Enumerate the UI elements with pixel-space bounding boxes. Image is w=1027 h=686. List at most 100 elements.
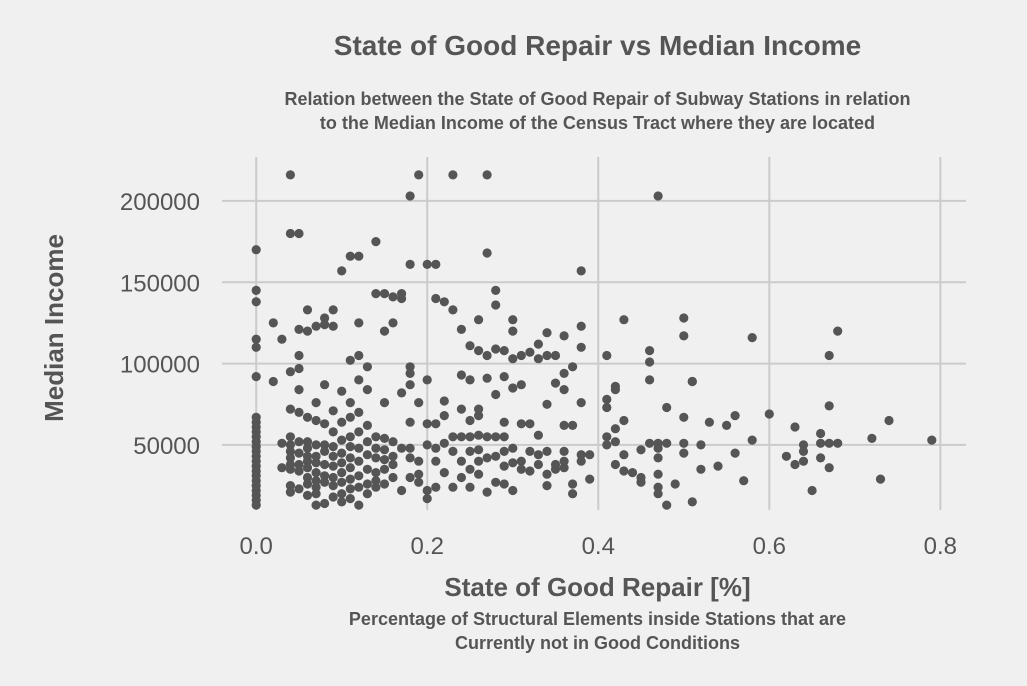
data-point (679, 448, 689, 458)
data-point (833, 438, 843, 448)
data-point (302, 305, 313, 315)
data-point (251, 285, 261, 295)
data-point (525, 446, 535, 456)
data-point (499, 417, 509, 427)
x-axis-sublabel: Percentage of Structural Elements inside… (0, 607, 1027, 655)
data-point (508, 485, 518, 496)
y-axis-label: Median Income (39, 234, 69, 422)
data-point (422, 494, 432, 504)
data-point (653, 453, 663, 463)
x-tick-label: 0.0 (240, 533, 273, 560)
data-point (302, 479, 313, 489)
data-point (456, 432, 466, 442)
data-point (285, 453, 295, 463)
data-point (542, 328, 552, 338)
data-point (251, 297, 261, 307)
data-point (696, 464, 706, 474)
data-point (294, 363, 304, 374)
data-point (422, 440, 432, 450)
data-point (268, 318, 278, 328)
data-point (679, 438, 689, 448)
data-point (328, 492, 338, 502)
data-point (499, 461, 509, 471)
data-point (474, 346, 484, 356)
data-point (354, 318, 364, 328)
data-point (491, 389, 501, 400)
data-point (405, 368, 415, 378)
y-tick-labels: 50000 100000 150000 200000 (120, 189, 200, 460)
data-point (354, 482, 364, 492)
data-point (559, 463, 569, 473)
data-point (550, 350, 561, 361)
data-point (499, 479, 509, 489)
data-point (448, 446, 458, 456)
data-point (559, 456, 569, 466)
data-point (405, 191, 415, 201)
data-point (371, 468, 381, 478)
data-point (568, 479, 578, 489)
data-point (285, 464, 295, 474)
data-point (362, 450, 372, 460)
data-point (294, 324, 304, 334)
data-point (508, 383, 518, 393)
data-point (499, 446, 509, 456)
data-point (345, 412, 355, 422)
data-point (311, 398, 321, 408)
data-point (328, 481, 338, 491)
data-point (397, 485, 407, 496)
data-point (499, 372, 509, 382)
data-point (362, 437, 372, 447)
data-point (448, 482, 458, 492)
x-tick-label: 0.4 (582, 533, 615, 560)
data-point (816, 428, 826, 439)
data-point (320, 320, 330, 330)
data-point (474, 411, 484, 421)
data-point (456, 404, 466, 414)
data-point (354, 471, 364, 481)
data-point (431, 482, 441, 492)
data-point (302, 326, 313, 336)
data-point (345, 355, 355, 365)
data-point (687, 497, 697, 507)
data-point (337, 468, 347, 478)
data-point (311, 489, 321, 499)
subtitle-line: Relation between the State of Good Repai… (284, 89, 911, 109)
data-point (465, 482, 475, 492)
data-point (824, 438, 834, 448)
data-point (687, 376, 697, 387)
y-tick-label: 150000 (120, 270, 200, 297)
data-point (790, 422, 800, 432)
data-point (311, 482, 321, 492)
data-point (653, 469, 663, 479)
data-point (465, 415, 475, 426)
data-point (345, 484, 355, 494)
data-point (354, 500, 364, 510)
data-point (311, 415, 321, 426)
data-point (533, 459, 544, 470)
data-point (456, 472, 466, 483)
data-point (328, 427, 338, 437)
data-point (542, 399, 552, 409)
data-point (251, 245, 261, 255)
data-point (379, 326, 390, 336)
data-point (662, 500, 672, 510)
data-point (285, 487, 295, 497)
data-point (379, 445, 390, 455)
data-point (354, 407, 364, 417)
data-point (576, 450, 586, 460)
data-point (619, 466, 629, 476)
data-point (610, 437, 621, 447)
data-point (619, 415, 629, 426)
data-point (379, 464, 390, 474)
data-point (379, 479, 390, 489)
data-point (397, 388, 407, 398)
data-point (508, 458, 518, 468)
data-point (704, 417, 715, 427)
data-point (559, 368, 569, 378)
data-point (585, 450, 595, 460)
data-point (439, 468, 449, 478)
data-point (491, 477, 501, 487)
data-point (516, 456, 526, 466)
data-point (824, 463, 834, 473)
data-point (431, 443, 441, 453)
